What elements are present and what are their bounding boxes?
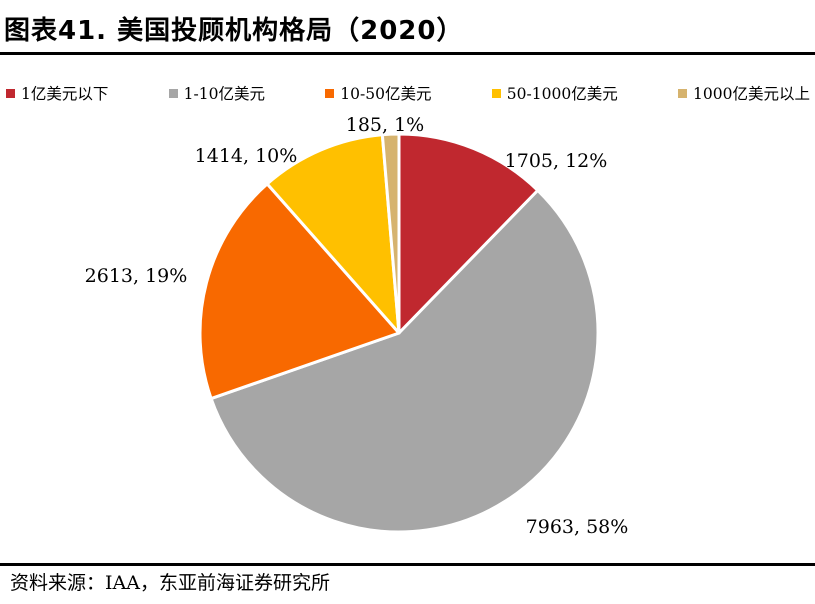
legend-swatch [678, 88, 687, 98]
legend-swatch [168, 88, 178, 98]
data-label: 2613, 19% [85, 265, 188, 287]
pie-slice [397, 132, 540, 335]
pie-slice [380, 132, 401, 335]
legend-label: 10-50亿美元 [340, 85, 432, 103]
legend-item-1b-5b: 10-50亿美元 [325, 82, 431, 104]
pie-slice [209, 188, 600, 534]
source-note: 资料来源：IAA，东亚前海证券研究所 [10, 572, 330, 594]
legend-item-under-100m: 1亿美元以下 [6, 82, 108, 104]
data-label: 185, 1% [346, 114, 425, 136]
pie-slice [265, 133, 401, 335]
legend-label: 1000亿美元以上 [693, 85, 810, 103]
data-label: 1414, 10% [195, 145, 298, 167]
legend-label: 50-1000亿美元 [506, 85, 618, 103]
legend-label: 1亿美元以下 [21, 85, 109, 103]
source-divider [0, 563, 815, 566]
legend-item-100m-1b: 1-10亿美元 [168, 82, 265, 104]
pie-slice [198, 182, 401, 401]
legend-swatch [6, 88, 15, 98]
data-label: 1705, 12% [505, 150, 608, 172]
legend-label: 1-10亿美元 [183, 85, 265, 103]
legend-swatch [491, 88, 501, 98]
chart-title: 图表41. 美国投顾机构格局（2020） [4, 16, 464, 46]
data-label: 7963, 58% [526, 516, 629, 538]
legend-swatch [325, 88, 335, 98]
title-divider [0, 52, 815, 55]
chart-legend: 1亿美元以下 1-10亿美元 10-50亿美元 50-1000亿美元 1000亿… [6, 82, 810, 104]
legend-item-5b-100b: 50-1000亿美元 [491, 82, 618, 104]
legend-item-over-100b: 1000亿美元以上 [678, 82, 810, 104]
